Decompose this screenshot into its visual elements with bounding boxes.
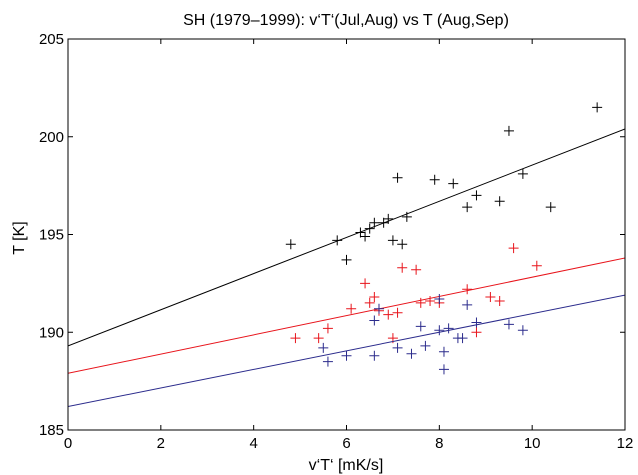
series-3-point-11 (434, 294, 445, 305)
series-2-point-2 (313, 333, 324, 344)
x-tick-label-0: 0 (64, 435, 72, 452)
series-1-point-2 (332, 235, 343, 246)
series-1-fit-line (68, 128, 625, 347)
series-3-point-9 (415, 321, 426, 332)
y-axis-title: T [K] (11, 221, 28, 255)
x-tick-label-2: 2 (157, 435, 165, 452)
series-3-point-2 (322, 356, 333, 367)
series-1-point-13 (401, 211, 412, 222)
series-1-point-3 (341, 254, 352, 265)
series-2-point-15 (425, 295, 436, 306)
chart-title: SH (1979–1999): v‘T‘(Jul,Aug) vs T (Aug,… (183, 12, 509, 29)
axes: 0 2 4 6 8 10 12 185 190 195 200 205 (39, 31, 633, 452)
series-3-point-21 (517, 325, 528, 336)
series-2-point-14 (415, 297, 426, 308)
series-3-point-8 (406, 348, 417, 359)
series-2-point-17 (462, 284, 473, 295)
series-1-point-15 (448, 178, 459, 189)
series-2-point-9 (383, 309, 394, 320)
series-3-point-7 (392, 342, 403, 353)
series-2-point-11 (392, 307, 403, 318)
series-1-point-12 (397, 239, 408, 250)
series-1-point-11 (392, 172, 403, 183)
series-1-point-14 (429, 174, 440, 185)
series-3-point-20 (503, 319, 514, 330)
series-2-fit-line (68, 257, 625, 374)
x-tick-label-4: 4 (249, 435, 257, 452)
series-2-point-20 (494, 295, 505, 306)
series-3-point-4 (369, 350, 380, 361)
series-1-point-10 (387, 235, 398, 246)
series-2-point-12 (397, 262, 408, 273)
series-3-point-1 (318, 342, 329, 353)
y-tick-label-185: 185 (39, 422, 64, 439)
series-3-point-3 (341, 350, 352, 361)
series-1-point-4 (355, 227, 366, 238)
series-2-point-7 (369, 292, 380, 303)
series-1-point-7 (369, 217, 380, 228)
series-2-point-6 (364, 297, 375, 308)
series-1-point-21 (545, 202, 556, 213)
series-1-point-16 (462, 202, 473, 213)
y-tick-label-205: 205 (39, 31, 64, 48)
series-1-point-20 (517, 168, 528, 179)
x-axis-title: v‘T‘ [mK/s] (309, 457, 384, 474)
series-3-point-19 (471, 317, 482, 328)
series-1-point-1 (285, 239, 296, 250)
series-3-point-18 (462, 299, 473, 310)
x-tick-label-10: 10 (524, 435, 541, 452)
series-1-point-18 (494, 196, 505, 207)
series-2-point-19 (485, 292, 496, 303)
series-2-point-1 (290, 333, 301, 344)
series-3-point-6 (373, 303, 384, 314)
series-3-point-15 (443, 323, 454, 334)
series-2-point-3 (322, 323, 333, 334)
series-2-point-5 (360, 278, 371, 289)
series-3-point-17 (457, 333, 468, 344)
series-2-point-18 (471, 327, 482, 338)
series-1-point-8 (378, 217, 389, 228)
series-3-point-10 (420, 340, 431, 351)
x-tick-label-12: 12 (617, 435, 634, 452)
series-3-point-14 (438, 364, 449, 375)
series-1-point-9 (383, 213, 394, 224)
series-2-point-21 (508, 243, 519, 254)
series-3-point-12 (434, 325, 445, 336)
series-1-point-5 (360, 231, 371, 242)
plot-frame (67, 38, 626, 431)
series-1-point-22 (592, 102, 603, 113)
y-tick-label-190: 190 (39, 324, 64, 341)
series-3-point-5 (369, 315, 380, 326)
series-2-point-4 (346, 303, 357, 314)
series-1-point-19 (503, 125, 514, 136)
y-tick-label-200: 200 (39, 129, 64, 146)
y-tick-label-195: 195 (39, 227, 64, 244)
x-tick-label-6: 6 (342, 435, 350, 452)
series-1-point-17 (471, 190, 482, 201)
series-2-point-22 (531, 260, 542, 271)
series-1-point-6 (364, 223, 375, 234)
series-3-point-13 (438, 346, 449, 357)
series-2-point-13 (411, 264, 422, 275)
plot-area (68, 102, 625, 408)
x-tick-label-8: 8 (435, 435, 443, 452)
